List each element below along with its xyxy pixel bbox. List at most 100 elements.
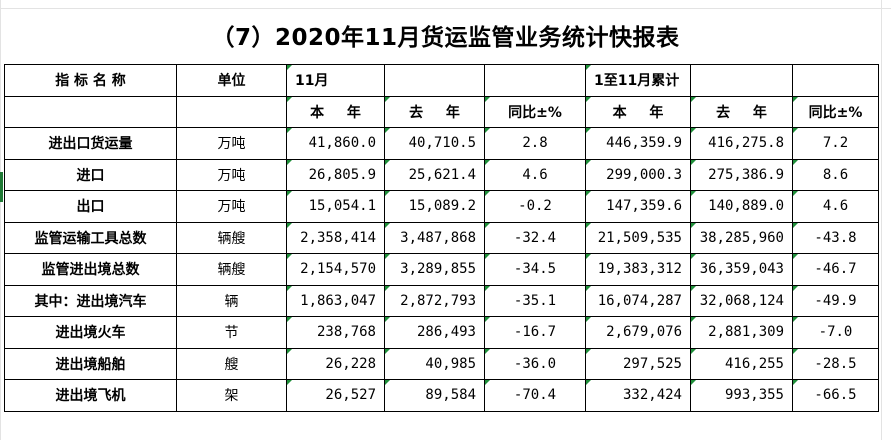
row-unit[interactable]: 辆艘 (176, 221, 287, 254)
cum-yoy-value[interactable]: 8.6 (792, 158, 879, 191)
cum-last-year-value[interactable]: 32,068,124 (690, 284, 793, 317)
month-this-year-value[interactable]: 26,805.9 (286, 158, 385, 191)
cum-last-year-value[interactable]: 416,255 (690, 347, 793, 380)
header-yoy[interactable]: 同比±% (484, 95, 586, 128)
row-name[interactable]: 进出境火车 (4, 316, 177, 349)
cum-yoy-value[interactable]: -28.5 (792, 347, 879, 380)
statistics-table: 指 标 名 称 单位 11月 1至11月累计 本 年 去 年 同比±% 本 年 … (4, 64, 879, 412)
row-name[interactable]: 监管运输工具总数 (4, 221, 177, 254)
cum-yoy-value[interactable]: 4.6 (792, 190, 879, 223)
month-last-year-value[interactable]: 40,710.5 (384, 127, 485, 160)
header-row-1: 指 标 名 称 单位 11月 1至11月累计 (4, 64, 879, 97)
row-name[interactable]: 其中：进出境汽车 (4, 284, 177, 317)
month-last-year-value[interactable]: 25,621.4 (384, 158, 485, 191)
cum-last-year-value[interactable]: 993,355 (690, 379, 793, 412)
row-unit[interactable]: 架 (176, 379, 287, 412)
month-yoy-value[interactable]: -0.2 (484, 190, 586, 223)
cum-this-year-value[interactable]: 446,359.9 (585, 127, 691, 160)
header-month[interactable]: 11月 (286, 64, 385, 97)
cum-yoy-value[interactable]: -66.5 (792, 379, 879, 412)
row-unit[interactable]: 艘 (176, 347, 287, 380)
row-name[interactable]: 进出口货运量 (4, 127, 177, 160)
header-empty-cell[interactable] (484, 64, 586, 97)
cum-this-year-value[interactable]: 147,359.6 (585, 190, 691, 223)
month-yoy-value[interactable]: -35.1 (484, 284, 586, 317)
table-row: 进出口货运量 万吨 41,860.0 40,710.5 2.8 446,359.… (4, 127, 879, 160)
cum-yoy-value[interactable]: 7.2 (792, 127, 879, 160)
row-name[interactable]: 监管进出境总数 (4, 253, 177, 286)
header-this-year-cum[interactable]: 本 年 (585, 95, 691, 128)
cum-this-year-value[interactable]: 19,383,312 (585, 253, 691, 286)
row-name[interactable]: 出口 (4, 190, 177, 223)
month-last-year-value[interactable]: 40,985 (384, 347, 485, 380)
row-unit[interactable]: 万吨 (176, 158, 287, 191)
cum-this-year-value[interactable]: 21,509,535 (585, 221, 691, 254)
table-row: 进出境飞机 架 26,527 89,584 -70.4 332,424 993,… (4, 379, 879, 412)
month-this-year-value[interactable]: 15,054.1 (286, 190, 385, 223)
header-empty-cell[interactable] (792, 64, 879, 97)
month-yoy-value[interactable]: -32.4 (484, 221, 586, 254)
month-last-year-value[interactable]: 3,289,855 (384, 253, 485, 286)
row-name[interactable]: 进口 (4, 158, 177, 191)
header-empty-cell[interactable] (690, 64, 793, 97)
month-this-year-value[interactable]: 2,358,414 (286, 221, 385, 254)
header-yoy-cum[interactable]: 同比±% (792, 95, 879, 128)
month-yoy-value[interactable]: -34.5 (484, 253, 586, 286)
cum-last-year-value[interactable]: 38,285,960 (690, 221, 793, 254)
month-yoy-value[interactable]: 2.8 (484, 127, 586, 160)
cum-this-year-value[interactable]: 16,074,287 (585, 284, 691, 317)
cum-last-year-value[interactable]: 2,881,309 (690, 316, 793, 349)
row-selection-indicator (0, 172, 3, 202)
cum-yoy-value[interactable]: -46.7 (792, 253, 879, 286)
month-this-year-value[interactable]: 41,860.0 (286, 127, 385, 160)
row-unit[interactable]: 辆 (176, 284, 287, 317)
header-last-year[interactable]: 去 年 (384, 95, 485, 128)
month-this-year-value[interactable]: 1,863,047 (286, 284, 385, 317)
header-empty-cell[interactable] (176, 95, 287, 128)
month-last-year-value[interactable]: 286,493 (384, 316, 485, 349)
row-name[interactable]: 进出境船舶 (4, 347, 177, 380)
header-this-year[interactable]: 本 年 (286, 95, 385, 128)
header-empty-cell[interactable] (4, 95, 177, 128)
month-last-year-value[interactable]: 2,872,793 (384, 284, 485, 317)
header-indicator-name[interactable]: 指 标 名 称 (4, 64, 177, 97)
row-name[interactable]: 进出境飞机 (4, 379, 177, 412)
cum-last-year-value[interactable]: 36,359,043 (690, 253, 793, 286)
month-last-year-value[interactable]: 3,487,868 (384, 221, 485, 254)
cum-this-year-value[interactable]: 2,679,076 (585, 316, 691, 349)
cum-yoy-value[interactable]: -49.9 (792, 284, 879, 317)
month-this-year-value[interactable]: 238,768 (286, 316, 385, 349)
header-this-year-cum-label: 本 年 (612, 104, 664, 121)
cum-this-year-value[interactable]: 332,424 (585, 379, 691, 412)
cum-yoy-value[interactable]: -43.8 (792, 221, 879, 254)
row-unit[interactable]: 节 (176, 316, 287, 349)
row-unit[interactable]: 万吨 (176, 127, 287, 160)
month-yoy-value[interactable]: -36.0 (484, 347, 586, 380)
month-this-year-value[interactable]: 2,154,570 (286, 253, 385, 286)
month-last-year-value[interactable]: 15,089.2 (384, 190, 485, 223)
header-empty-cell[interactable] (384, 64, 485, 97)
table-row: 其中：进出境汽车 辆 1,863,047 2,872,793 -35.1 16,… (4, 284, 879, 317)
month-last-year-value[interactable]: 89,584 (384, 379, 485, 412)
month-this-year-value[interactable]: 26,527 (286, 379, 385, 412)
cum-last-year-value[interactable]: 416,275.8 (690, 127, 793, 160)
month-yoy-value[interactable]: 4.6 (484, 158, 586, 191)
table-row: 进口 万吨 26,805.9 25,621.4 4.6 299,000.3 27… (4, 158, 879, 191)
month-this-year-value[interactable]: 26,228 (286, 347, 385, 380)
cum-this-year-value[interactable]: 299,000.3 (585, 158, 691, 191)
cum-last-year-value[interactable]: 275,386.9 (690, 158, 793, 191)
cum-last-year-value[interactable]: 140,889.0 (690, 190, 793, 223)
header-row-2: 本 年 去 年 同比±% 本 年 去 年 同比±% (4, 95, 879, 128)
header-cumulative[interactable]: 1至11月累计 (585, 64, 691, 97)
header-last-year-cum[interactable]: 去 年 (690, 95, 793, 128)
header-last-year-label: 去 年 (409, 104, 460, 121)
header-unit[interactable]: 单位 (176, 64, 287, 97)
row-unit[interactable]: 辆艘 (176, 253, 287, 286)
cum-yoy-value[interactable]: -7.0 (792, 316, 879, 349)
cum-this-year-value[interactable]: 297,525 (585, 347, 691, 380)
month-yoy-value[interactable]: -16.7 (484, 316, 586, 349)
month-yoy-value[interactable]: -70.4 (484, 379, 586, 412)
table-row: 监管进出境总数 辆艘 2,154,570 3,289,855 -34.5 19,… (4, 253, 879, 286)
table-row: 进出境船舶 艘 26,228 40,985 -36.0 297,525 416,… (4, 347, 879, 380)
row-unit[interactable]: 万吨 (176, 190, 287, 223)
